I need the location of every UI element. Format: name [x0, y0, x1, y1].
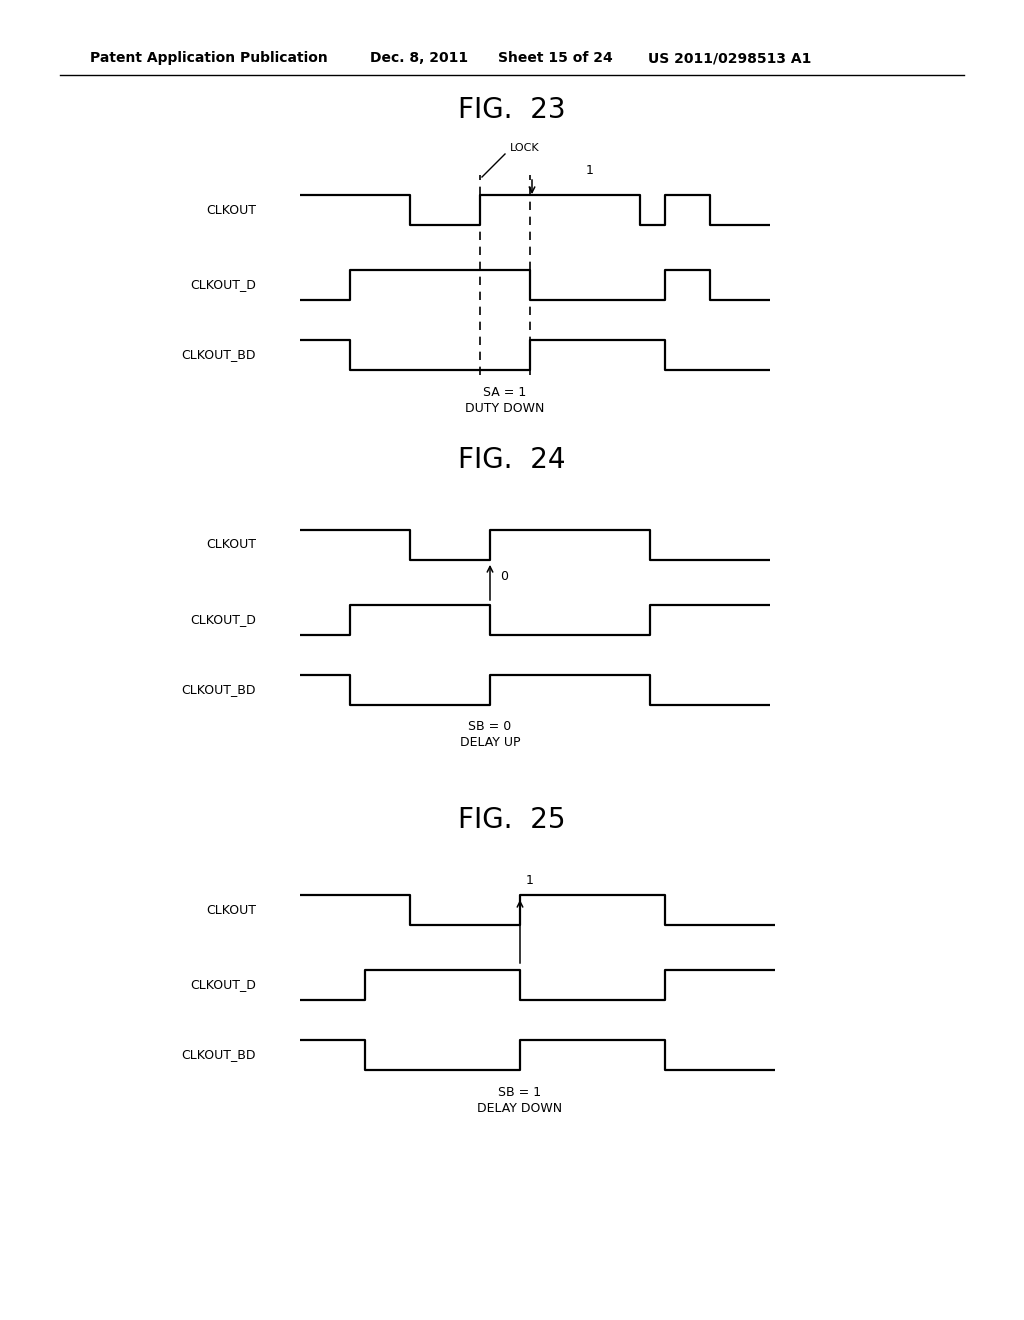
Text: FIG.  24: FIG. 24	[459, 446, 565, 474]
Text: SB = 1: SB = 1	[499, 1085, 542, 1098]
Text: Sheet 15 of 24: Sheet 15 of 24	[498, 51, 612, 65]
Text: FIG.  23: FIG. 23	[458, 96, 566, 124]
Text: DELAY UP: DELAY UP	[460, 737, 520, 750]
Text: CLKOUT_D: CLKOUT_D	[190, 978, 256, 991]
Text: SA = 1: SA = 1	[483, 385, 526, 399]
Text: CLKOUT_BD: CLKOUT_BD	[181, 684, 256, 697]
Text: CLKOUT_D: CLKOUT_D	[190, 279, 256, 292]
Text: LOCK: LOCK	[510, 143, 540, 153]
Text: CLKOUT: CLKOUT	[206, 539, 256, 552]
Text: 1: 1	[586, 164, 594, 177]
Text: Dec. 8, 2011: Dec. 8, 2011	[370, 51, 468, 65]
Text: CLKOUT: CLKOUT	[206, 203, 256, 216]
Text: US 2011/0298513 A1: US 2011/0298513 A1	[648, 51, 811, 65]
Text: 1: 1	[526, 874, 534, 887]
Text: Patent Application Publication: Patent Application Publication	[90, 51, 328, 65]
Text: DELAY DOWN: DELAY DOWN	[477, 1101, 562, 1114]
Text: DUTY DOWN: DUTY DOWN	[465, 401, 545, 414]
Text: SB = 0: SB = 0	[468, 721, 512, 734]
Text: CLKOUT_BD: CLKOUT_BD	[181, 1048, 256, 1061]
Text: CLKOUT: CLKOUT	[206, 903, 256, 916]
Text: CLKOUT_D: CLKOUT_D	[190, 614, 256, 627]
Text: 0: 0	[500, 569, 508, 582]
Text: FIG.  25: FIG. 25	[459, 807, 565, 834]
Text: CLKOUT_BD: CLKOUT_BD	[181, 348, 256, 362]
